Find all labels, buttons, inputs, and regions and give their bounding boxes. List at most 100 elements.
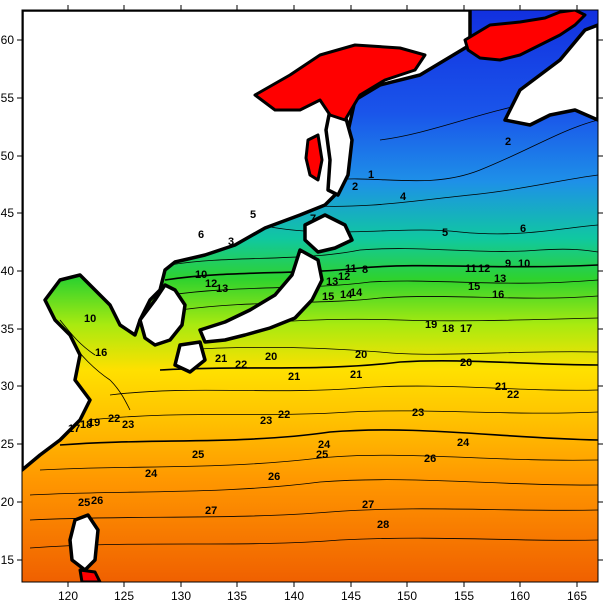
contour-label: 10: [84, 313, 96, 325]
contour-label: 7: [310, 213, 316, 225]
x-tick-label: 120: [58, 589, 78, 603]
contour-label: 12: [478, 263, 490, 275]
y-tick-label: 20: [1, 495, 15, 509]
contour-label: 22: [507, 389, 519, 401]
contour-label: 19: [88, 417, 100, 429]
contour-label: 23: [260, 415, 272, 427]
contour-label: 21: [495, 381, 507, 393]
contour-label: 24: [145, 468, 158, 480]
contour-label: 6: [198, 229, 204, 241]
contour-label: 26: [91, 495, 103, 507]
contour-label: 18: [80, 419, 92, 431]
honshu-island: [198, 248, 324, 344]
contour-label: 17: [68, 423, 80, 435]
contour-label: 11: [345, 263, 357, 275]
y-tick-label: 35: [1, 322, 15, 336]
y-tick-label: 55: [1, 91, 15, 105]
contour-label: 13: [494, 273, 506, 285]
contour-label: 18: [442, 323, 454, 335]
taiwan-island: [68, 513, 100, 572]
contour-label: 20: [265, 351, 277, 363]
x-tick-label: 145: [341, 589, 361, 603]
sakhalin-island: [324, 108, 354, 197]
contour-labels: 1 2 2 3 4 5 5 6 6 7 8 9 10 10 10 11 11 1…: [68, 136, 530, 531]
contour-label: 16: [95, 347, 107, 359]
contour-label: 27: [205, 505, 217, 517]
x-tick-marks: [67, 5, 578, 587]
sakhalin-ice: [304, 133, 324, 182]
x-tick-label: 130: [171, 589, 191, 603]
contour-label: 6: [520, 223, 526, 235]
contour-label: 16: [492, 289, 504, 301]
contour-label: 1: [368, 169, 374, 181]
okhotsk-ice: [253, 43, 427, 122]
contour-label: 15: [468, 281, 480, 293]
y-tick-label: 15: [1, 553, 15, 567]
contour-label: 20: [460, 357, 472, 369]
hokkaido-island: [303, 213, 354, 254]
contour-label: 25: [192, 449, 204, 461]
contour-label: 14: [340, 289, 353, 301]
x-tick-label: 125: [114, 589, 134, 603]
contour-label: 26: [424, 453, 436, 465]
contour-label: 24: [457, 437, 470, 449]
contour-label: 8: [362, 264, 368, 276]
contour-label: 10: [195, 269, 207, 281]
land-masses: [22, 10, 598, 572]
contour-label: 23: [412, 407, 424, 419]
x-axis: 120 125 130 135 140 145 150 155 160 165: [58, 5, 587, 603]
contour-label: 5: [442, 227, 448, 239]
y-tick-label: 30: [1, 379, 15, 393]
kyushu-island: [173, 340, 207, 374]
contour-label: 20: [355, 349, 367, 361]
contour-label: 9: [505, 258, 511, 270]
contour-label: 13: [216, 283, 228, 295]
contour-label: 21: [350, 369, 362, 381]
contour-label: 24: [318, 439, 331, 451]
map-frame: [21, 9, 599, 583]
contour-label: 28: [377, 519, 389, 531]
contour-label: 2: [505, 136, 511, 148]
y-tick-label: 60: [1, 33, 15, 47]
x-tick-label: 165: [567, 589, 587, 603]
contour-label: 5: [250, 209, 256, 221]
kamchatka-peninsula: [503, 23, 598, 127]
x-tick-label: 135: [227, 589, 247, 603]
x-tick-label: 160: [510, 589, 530, 603]
contour-label: 22: [235, 359, 247, 371]
contour-label: 23: [122, 419, 134, 431]
x-tick-label: 150: [397, 589, 417, 603]
contour-label: 3: [228, 236, 234, 248]
plot-area: 1 2 2 3 4 5 5 6 6 7 8 9 10 10 10 11 11 1…: [22, 10, 598, 582]
y-tick-marks: [17, 39, 603, 561]
contour-label: 17: [460, 323, 472, 335]
sea-ice-patches: [78, 10, 587, 582]
contour-label: 14: [350, 287, 363, 299]
contour-label: 21: [288, 371, 300, 383]
y-tick-label: 45: [1, 206, 15, 220]
contour-label: 12: [205, 278, 217, 290]
bering-ice: [463, 10, 587, 62]
contour-label: 22: [278, 409, 290, 421]
y-axis: 60 55 50 45 40 35 30 25 20 15: [1, 33, 603, 567]
south-china-ice: [78, 568, 102, 582]
y-tick-label: 25: [1, 437, 15, 451]
contour-label: 26: [268, 471, 280, 483]
contour-label: 22: [108, 413, 120, 425]
contour-label: 13: [326, 276, 338, 288]
x-tick-label: 140: [284, 589, 304, 603]
y-tick-label: 40: [1, 264, 15, 278]
contour-label: 15: [322, 291, 334, 303]
x-tick-label: 155: [454, 589, 474, 603]
contour-label: 19: [425, 319, 437, 331]
contour-label: 25: [316, 449, 328, 461]
y-tick-label: 50: [1, 149, 15, 163]
contour-label: 21: [215, 353, 227, 365]
korean-peninsula: [138, 283, 187, 347]
contour-label: 12: [338, 271, 350, 283]
contour-label: 25: [78, 497, 90, 509]
contour-label: 4: [400, 191, 407, 203]
contour-label: 11: [465, 263, 477, 275]
contour-label: 27: [362, 499, 374, 511]
